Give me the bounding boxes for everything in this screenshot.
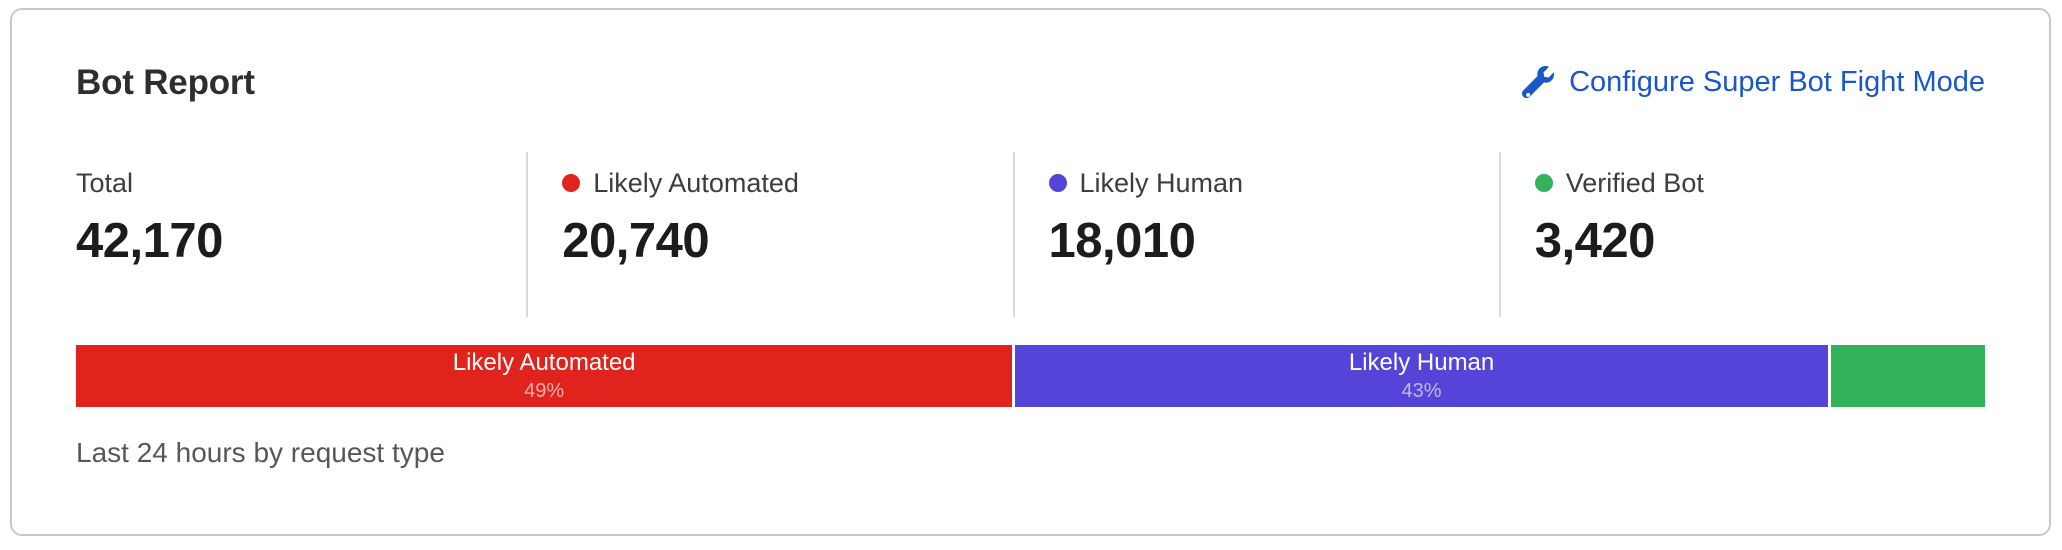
stat-label-row: Likely Human xyxy=(1048,167,1499,199)
stat-label: Likely Human xyxy=(1079,167,1244,198)
stat-label-row: Likely Automated xyxy=(562,168,1012,199)
bar-segment-label: Likely Human xyxy=(1348,349,1495,377)
stat-label-row: Total xyxy=(76,168,526,199)
likely-automated-legend-dot xyxy=(562,174,581,193)
bar-segment-likely-automated: Likely Automated 49% xyxy=(76,344,1013,407)
stat-likely-automated: Likely Automated 20,740 xyxy=(526,151,1012,317)
bar-segment-label: Likely Automated xyxy=(452,349,636,377)
bar-segment-likely-human: Likely Human 43% xyxy=(1015,344,1828,407)
stats-row: Total 42,170 Likely Automated 20,740 Lik… xyxy=(76,151,1985,317)
likely-human-legend-dot xyxy=(1048,174,1067,193)
verified-bot-legend-dot xyxy=(1534,174,1553,193)
stat-value-verified-bot: 3,420 xyxy=(1534,213,1656,268)
stat-value-likely-automated: 20,740 xyxy=(562,213,710,268)
card-header: Bot Report Configure Super Bot Fight Mod… xyxy=(76,60,1985,106)
bar-segment-percent: 43% xyxy=(1401,379,1442,402)
stacked-bar-chart: Likely Automated 49% Likely Human 43% xyxy=(76,344,1985,407)
stat-label-row: Verified Bot xyxy=(1534,167,1985,199)
stat-value-total: 42,170 xyxy=(76,213,223,268)
stat-label: Verified Bot xyxy=(1565,167,1704,198)
page-title: Bot Report xyxy=(76,63,255,102)
wrench-icon xyxy=(1522,66,1555,99)
stat-likely-human: Likely Human 18,010 xyxy=(1012,151,1499,317)
stat-total: Total 42,170 xyxy=(76,152,526,317)
configure-link-label: Configure Super Bot Fight Mode xyxy=(1569,66,1985,99)
bot-report-card: Bot Report Configure Super Bot Fight Mod… xyxy=(10,8,2051,536)
stat-label: Likely Automated xyxy=(593,167,799,198)
bar-segment-percent: 49% xyxy=(524,379,565,402)
stat-verified-bot: Verified Bot 3,420 xyxy=(1498,151,1985,317)
configure-super-bot-fight-mode-link[interactable]: Configure Super Bot Fight Mode xyxy=(1522,66,1985,99)
stat-label: Total xyxy=(76,167,134,198)
stat-value-likely-human: 18,010 xyxy=(1048,213,1196,268)
bar-segment-verified-bot xyxy=(1830,344,1985,407)
chart-caption: Last 24 hours by request type xyxy=(76,436,445,468)
